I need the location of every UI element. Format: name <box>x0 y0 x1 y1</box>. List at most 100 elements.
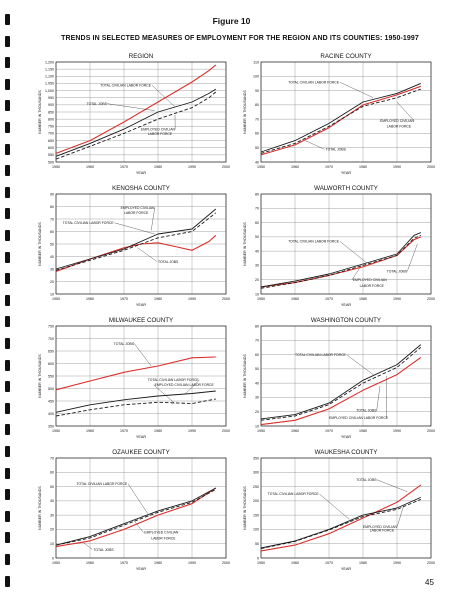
x-tick-label: 1960 <box>291 165 299 169</box>
x-tick-label: 1950 <box>257 429 265 433</box>
chart-title: WALWORTH COUNTY <box>314 185 378 192</box>
binding-hole <box>5 316 10 328</box>
x-tick-label: 1970 <box>120 429 128 433</box>
y-axis-label: NUMBER IN THOUSANDS <box>243 354 247 398</box>
x-axis-label: YEAR <box>136 303 147 307</box>
plot-frame <box>55 457 227 559</box>
series-line-employed-civilian-labor-force <box>55 212 217 271</box>
y-tick-label: 10 <box>255 292 259 296</box>
y-tick-label: 50 <box>50 242 54 246</box>
series-line-employed-civilian-labor-force <box>260 498 421 550</box>
annotation-label: TOTAL JOBS <box>326 148 347 152</box>
binding-hole <box>5 122 10 133</box>
annotation-leader <box>396 505 404 527</box>
annotation-label: TOTAL JOBS <box>356 409 377 413</box>
y-tick-label: 200 <box>253 499 259 503</box>
y-tick-label: 600 <box>48 362 54 366</box>
y-tick-label: 80 <box>50 205 54 209</box>
x-tick-label: 1990 <box>393 429 401 433</box>
x-tick-label: 1980 <box>359 297 367 301</box>
x-tick-label: 1960 <box>86 297 94 301</box>
series-line-total-civilian-labor-force <box>55 208 217 270</box>
chart-title: WASHINGTON COUNTY <box>311 317 381 324</box>
x-tick-label: 1950 <box>52 165 60 169</box>
plot-frame <box>55 61 227 163</box>
y-tick-label: 550 <box>48 153 54 157</box>
y-tick-label: 50 <box>255 367 259 371</box>
annotation-label: LABOR FORCE <box>148 132 173 136</box>
x-tick-label: 1970 <box>120 561 128 565</box>
y-tick-label: 20 <box>255 410 259 414</box>
y-tick-label: 80 <box>255 324 259 328</box>
annotation-leader <box>151 207 155 231</box>
chart-washington-county: WASHINGTON COUNTY 1950 1960 1970 1980 1990 200… <box>235 314 435 442</box>
annotation-label: TOTAL CIVILIAN LABOR FORCE <box>100 83 152 87</box>
y-tick-label: 20 <box>255 278 259 282</box>
chart-svg: WASHINGTON COUNTY 1950 1960 1970 1980 1990 200… <box>243 317 435 439</box>
x-tick-label: 1960 <box>86 429 94 433</box>
annotation-label: LABOR FORCE <box>387 125 412 129</box>
annotation-leader <box>114 222 155 235</box>
y-tick-label: 700 <box>48 337 54 341</box>
annotation-label: LABOR FORCE <box>124 211 149 215</box>
y-tick-label: 10 <box>255 424 259 428</box>
x-axis-label: YEAR <box>136 171 147 175</box>
x-tick-label: 1980 <box>154 561 162 565</box>
series-line-employed-civilian-labor-force <box>55 398 216 417</box>
x-tick-label: 1970 <box>120 297 128 301</box>
y-tick-label: 30 <box>255 264 259 268</box>
y-tick-label: 650 <box>48 139 54 143</box>
y-tick-label: 550 <box>48 374 54 378</box>
x-tick-label: 2000 <box>427 561 435 565</box>
series-line-employed-civilian-labor-force <box>260 88 421 154</box>
annotation-label: TOTAL CIVILIAN LABOR FORCE <box>148 378 200 382</box>
x-tick-label: 1950 <box>52 429 60 433</box>
binding-hole <box>5 532 10 544</box>
x-tick-label: 1980 <box>154 297 162 301</box>
x-axis-label: YEAR <box>136 567 147 571</box>
y-tick-label: 30 <box>50 267 54 271</box>
y-axis-label: NUMBER IN THOUSANDS <box>38 354 42 398</box>
x-tick-label: 2000 <box>427 429 435 433</box>
y-tick-label: 800 <box>48 117 54 121</box>
figure-title: TRENDS IN SELECTED MEASURES OF EMPLOYMEN… <box>61 35 419 42</box>
annotation-leader <box>107 103 155 111</box>
y-tick-label: 950 <box>48 96 54 100</box>
y-tick-label: 450 <box>48 399 54 403</box>
annotation-label: LABOR FORCE <box>370 529 395 533</box>
series-line-total-civilian-labor-force <box>260 82 421 153</box>
annotation-label: TOTAL CIVILIAN LABOR FORCE <box>288 240 340 244</box>
y-tick-label: 40 <box>50 499 54 503</box>
series-line-total-jobs <box>55 487 217 548</box>
y-tick-label: 100 <box>253 528 259 532</box>
chart-title: RACINE COUNTY <box>320 53 371 60</box>
annotation-leader <box>351 268 360 281</box>
binding-hole <box>5 510 10 522</box>
binding-hole <box>5 143 10 155</box>
y-tick-label: 40 <box>255 381 259 385</box>
y-tick-label: 600 <box>48 146 54 150</box>
y-tick-label: 50 <box>255 235 259 239</box>
binding-hole <box>5 446 10 457</box>
y-tick-label: 1,150 <box>45 67 54 71</box>
series-line-total-civilian-labor-force <box>55 487 217 546</box>
x-tick-label: 1980 <box>359 429 367 433</box>
chart-ozaukee-county: OZAUKEE COUNTY 1950 1960 1970 1980 1990 2000 0 1… <box>30 446 230 574</box>
y-tick-label: 70 <box>50 217 54 221</box>
y-axis-label: NUMBER IN THOUSANDS <box>243 222 247 266</box>
series-line-total-civilian-labor-force <box>55 390 216 413</box>
y-tick-label: 350 <box>253 456 259 460</box>
binding-hole <box>5 424 10 436</box>
x-tick-label: 2000 <box>222 165 230 169</box>
y-axis-label: NUMBER IN THOUSANDS <box>38 222 42 266</box>
y-tick-label: 500 <box>48 160 54 164</box>
x-tick-label: 1960 <box>86 561 94 565</box>
binding-hole <box>5 575 10 587</box>
x-axis-label: YEAR <box>341 567 352 571</box>
y-tick-label: 10 <box>50 542 54 546</box>
chart-svg: KENOSHA COUNTY 1950 1960 1970 1980 1990 2000 10… <box>38 185 230 307</box>
annotation-label: EMPLOYED CIVILIAN <box>144 531 178 535</box>
annotation-label: TOTAL JOBS <box>356 478 377 482</box>
y-axis-label: NUMBER IN THOUSANDS <box>38 90 42 134</box>
series-line-total-jobs <box>55 64 217 154</box>
